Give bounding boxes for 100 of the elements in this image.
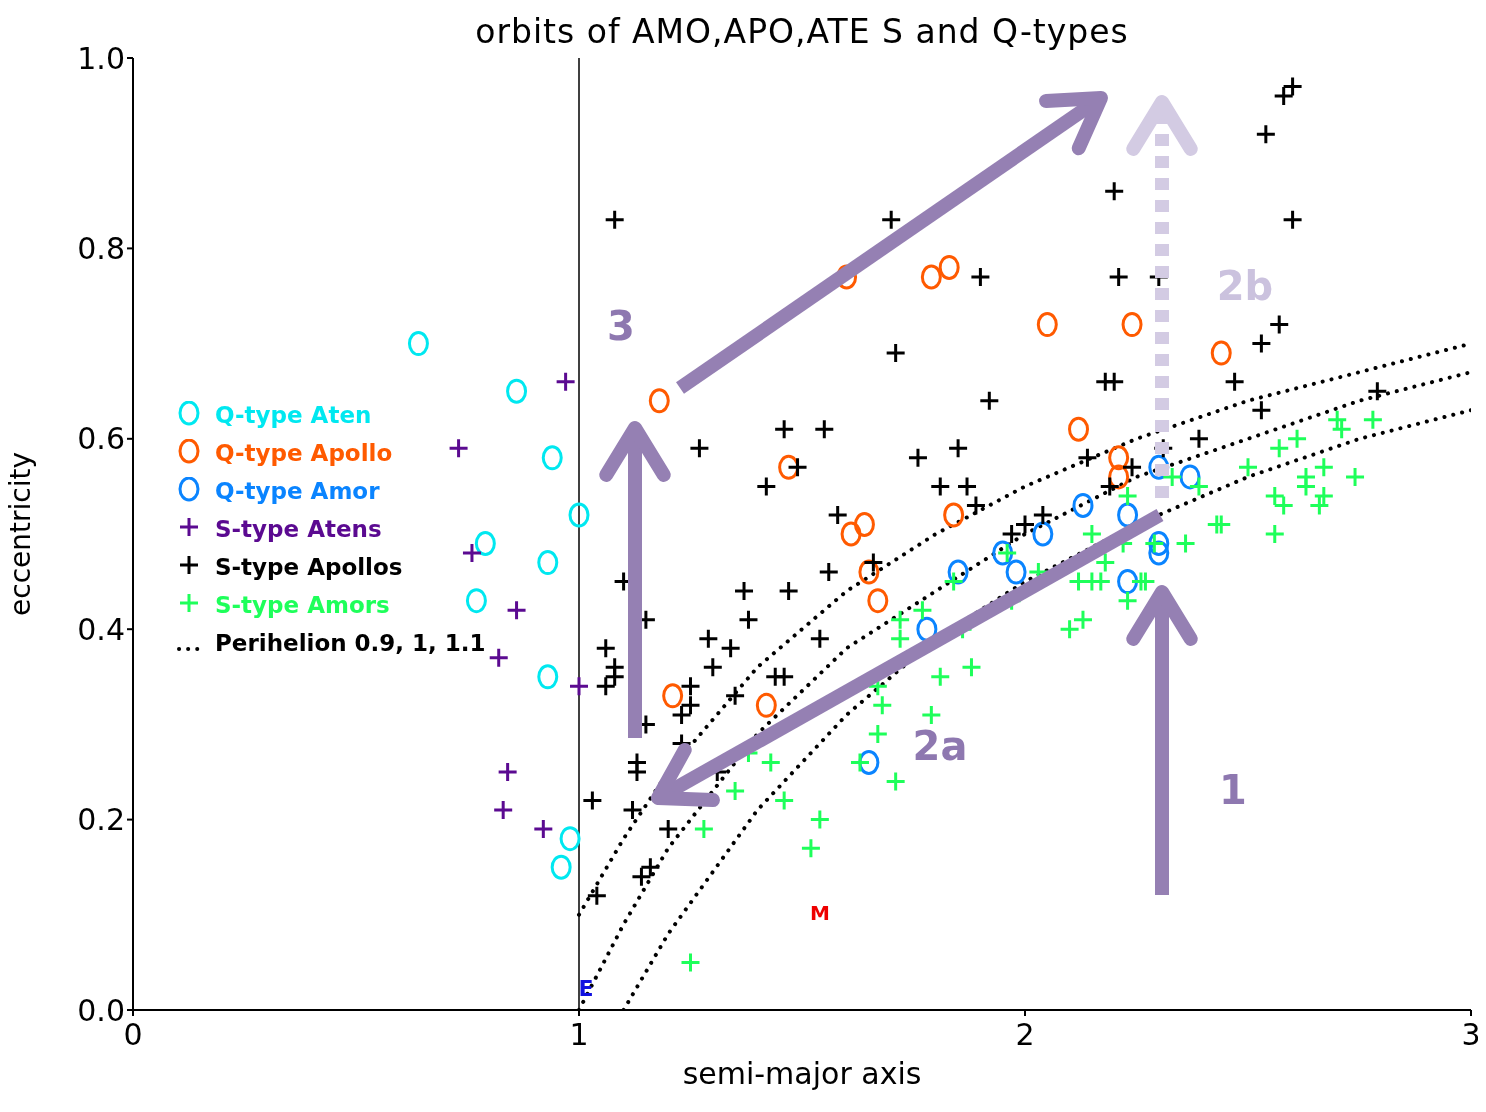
point — [943, 502, 965, 528]
point — [568, 675, 590, 697]
point — [1161, 466, 1183, 488]
legend-label: Q-type Apollo — [215, 440, 393, 466]
point — [407, 331, 429, 357]
point — [492, 799, 514, 821]
point — [1108, 445, 1130, 471]
point — [550, 854, 572, 880]
legend-label: Perihelion 0.9, 1, 1.1 — [215, 630, 486, 656]
point — [1143, 533, 1165, 555]
annotation: 1 — [1219, 767, 1247, 813]
point — [506, 599, 528, 621]
legend-label: S-type Amors — [215, 592, 390, 618]
point — [809, 809, 831, 831]
point — [840, 521, 862, 547]
point — [1032, 521, 1054, 547]
point — [960, 656, 982, 678]
point — [1072, 492, 1094, 518]
annotation: 2a — [912, 723, 968, 769]
point — [497, 761, 519, 783]
x-axis-title: semi-major axis — [681, 1056, 923, 1091]
point — [724, 780, 746, 802]
point — [461, 542, 483, 564]
point — [1094, 552, 1116, 574]
annotation: 3 — [607, 303, 635, 349]
point — [889, 609, 911, 631]
point — [1148, 531, 1170, 557]
point — [680, 951, 701, 973]
point — [1117, 485, 1139, 507]
point — [1308, 494, 1330, 516]
point — [541, 445, 563, 471]
point — [1264, 523, 1286, 545]
point — [662, 683, 684, 709]
point — [920, 264, 942, 290]
point — [920, 704, 942, 726]
legend-label: Q-type Aten — [215, 402, 372, 428]
y-axis-title: eccentricity — [3, 452, 37, 616]
point — [1036, 312, 1058, 338]
point — [1059, 618, 1081, 640]
legend-label: S-type Apollos — [215, 554, 403, 580]
point — [867, 588, 889, 614]
point — [537, 664, 559, 690]
point — [1237, 456, 1259, 478]
point — [849, 751, 871, 773]
point — [853, 511, 875, 537]
point — [943, 571, 965, 593]
y-tick-label: 0.0 — [77, 992, 125, 1028]
point — [871, 694, 893, 716]
point — [559, 826, 581, 852]
point — [938, 254, 960, 280]
y-tick-label: 0.6 — [77, 421, 125, 457]
point — [1121, 312, 1143, 338]
point — [555, 371, 577, 393]
point — [1117, 590, 1139, 612]
point — [1344, 466, 1366, 488]
point — [1295, 475, 1317, 497]
y-tick-label: 1.0 — [77, 40, 125, 76]
point — [537, 550, 559, 576]
point — [506, 378, 528, 404]
point — [1188, 475, 1210, 497]
y-tick-label: 0.2 — [77, 802, 125, 838]
point — [1072, 609, 1094, 631]
y-tick-label: 0.4 — [77, 611, 125, 647]
point — [755, 692, 777, 718]
point — [773, 790, 795, 812]
point — [693, 818, 715, 840]
annotation: M — [810, 901, 830, 925]
point — [1286, 428, 1308, 450]
point — [1362, 409, 1384, 431]
point — [760, 751, 782, 773]
point — [648, 388, 670, 414]
point — [532, 818, 554, 840]
point — [1268, 437, 1290, 459]
point — [911, 599, 933, 621]
point — [1313, 485, 1335, 507]
point — [1068, 416, 1090, 442]
legend-label: Q-type Amor — [215, 478, 380, 504]
y-tick-label: 0.8 — [77, 231, 125, 267]
point — [1313, 456, 1335, 478]
x-tick-label: 3 — [1461, 1017, 1481, 1053]
legend-label: S-type Atens — [215, 516, 382, 542]
point — [867, 723, 889, 745]
point — [1175, 533, 1197, 555]
x-tick-label: 1 — [569, 1017, 589, 1053]
point — [889, 628, 911, 650]
point — [1210, 340, 1232, 366]
chart-title: orbits of AMO,APO,ATE S and Q-types — [474, 12, 1130, 51]
point — [800, 837, 822, 859]
point — [885, 771, 907, 793]
x-tick-label: 2 — [1015, 1017, 1035, 1053]
point — [488, 647, 510, 669]
point — [1081, 523, 1103, 545]
point — [929, 666, 951, 688]
point — [448, 437, 470, 459]
annotation: E — [578, 975, 594, 1001]
annotation: 2b — [1216, 263, 1274, 309]
point — [465, 588, 487, 614]
point — [474, 531, 496, 557]
x-tick-label: 0 — [123, 1017, 143, 1053]
point — [1005, 559, 1027, 585]
